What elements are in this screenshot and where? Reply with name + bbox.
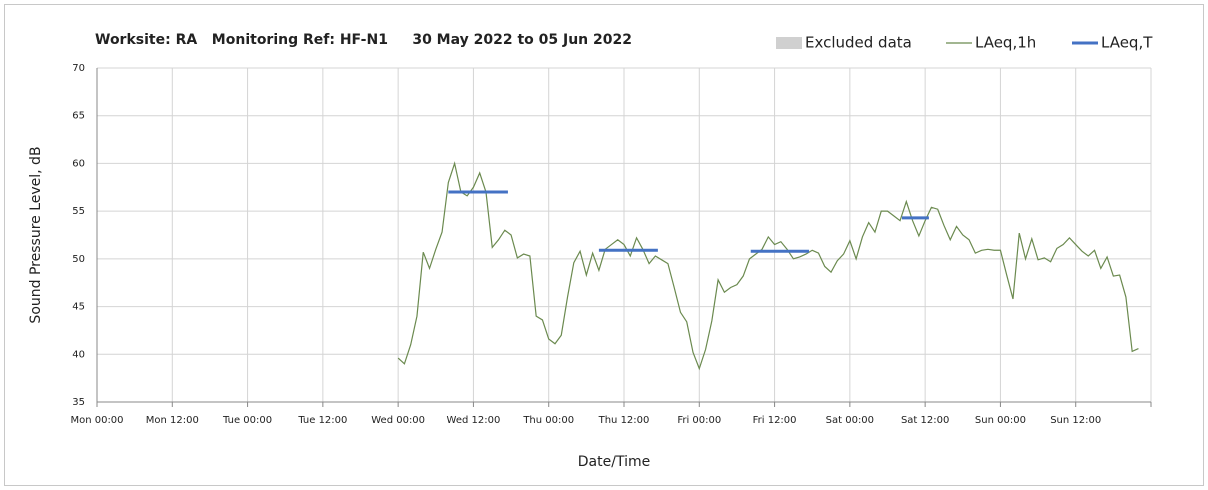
legend-label: LAeq,1h xyxy=(975,34,1036,52)
x-tick-label: Mon 12:00 xyxy=(146,415,199,426)
frame xyxy=(4,4,1204,486)
x-axis-label: Date/Time xyxy=(578,454,650,470)
y-axis-label: Sound Pressure Level, dB xyxy=(28,146,44,323)
y-tick-label: 35 xyxy=(72,397,85,408)
x-tick-label: Fri 12:00 xyxy=(753,415,797,426)
y-tick-label: 50 xyxy=(72,254,85,265)
y-tick-label: 70 xyxy=(72,63,85,74)
y-tick-label: 45 xyxy=(72,302,85,313)
legend-swatch xyxy=(776,37,802,49)
y-tick-label: 65 xyxy=(72,111,85,122)
x-tick-label: Sun 00:00 xyxy=(975,415,1026,426)
chart-title: Worksite: RA Monitoring Ref: HF-N1 30 Ma… xyxy=(95,32,632,48)
y-tick-label: 60 xyxy=(72,158,85,169)
x-tick-label: Sun 12:00 xyxy=(1050,415,1101,426)
x-tick-label: Fri 00:00 xyxy=(677,415,721,426)
x-tick-label: Wed 00:00 xyxy=(371,415,425,426)
x-tick-label: Thu 12:00 xyxy=(598,415,650,426)
x-tick-label: Tue 00:00 xyxy=(222,415,272,426)
x-tick-label: Thu 00:00 xyxy=(522,415,574,426)
x-tick-label: Tue 12:00 xyxy=(297,415,347,426)
legend-label: LAeq,T xyxy=(1101,34,1153,52)
y-tick-label: 40 xyxy=(72,349,85,360)
x-tick-label: Sat 00:00 xyxy=(826,415,874,426)
x-tick-label: Sat 12:00 xyxy=(901,415,949,426)
legend-label: Excluded data xyxy=(805,34,912,52)
data-line xyxy=(397,161,1139,371)
x-tick-label: Wed 12:00 xyxy=(447,415,501,426)
x-tick-label: Mon 00:00 xyxy=(70,415,123,426)
y-tick-label: 55 xyxy=(72,206,85,217)
